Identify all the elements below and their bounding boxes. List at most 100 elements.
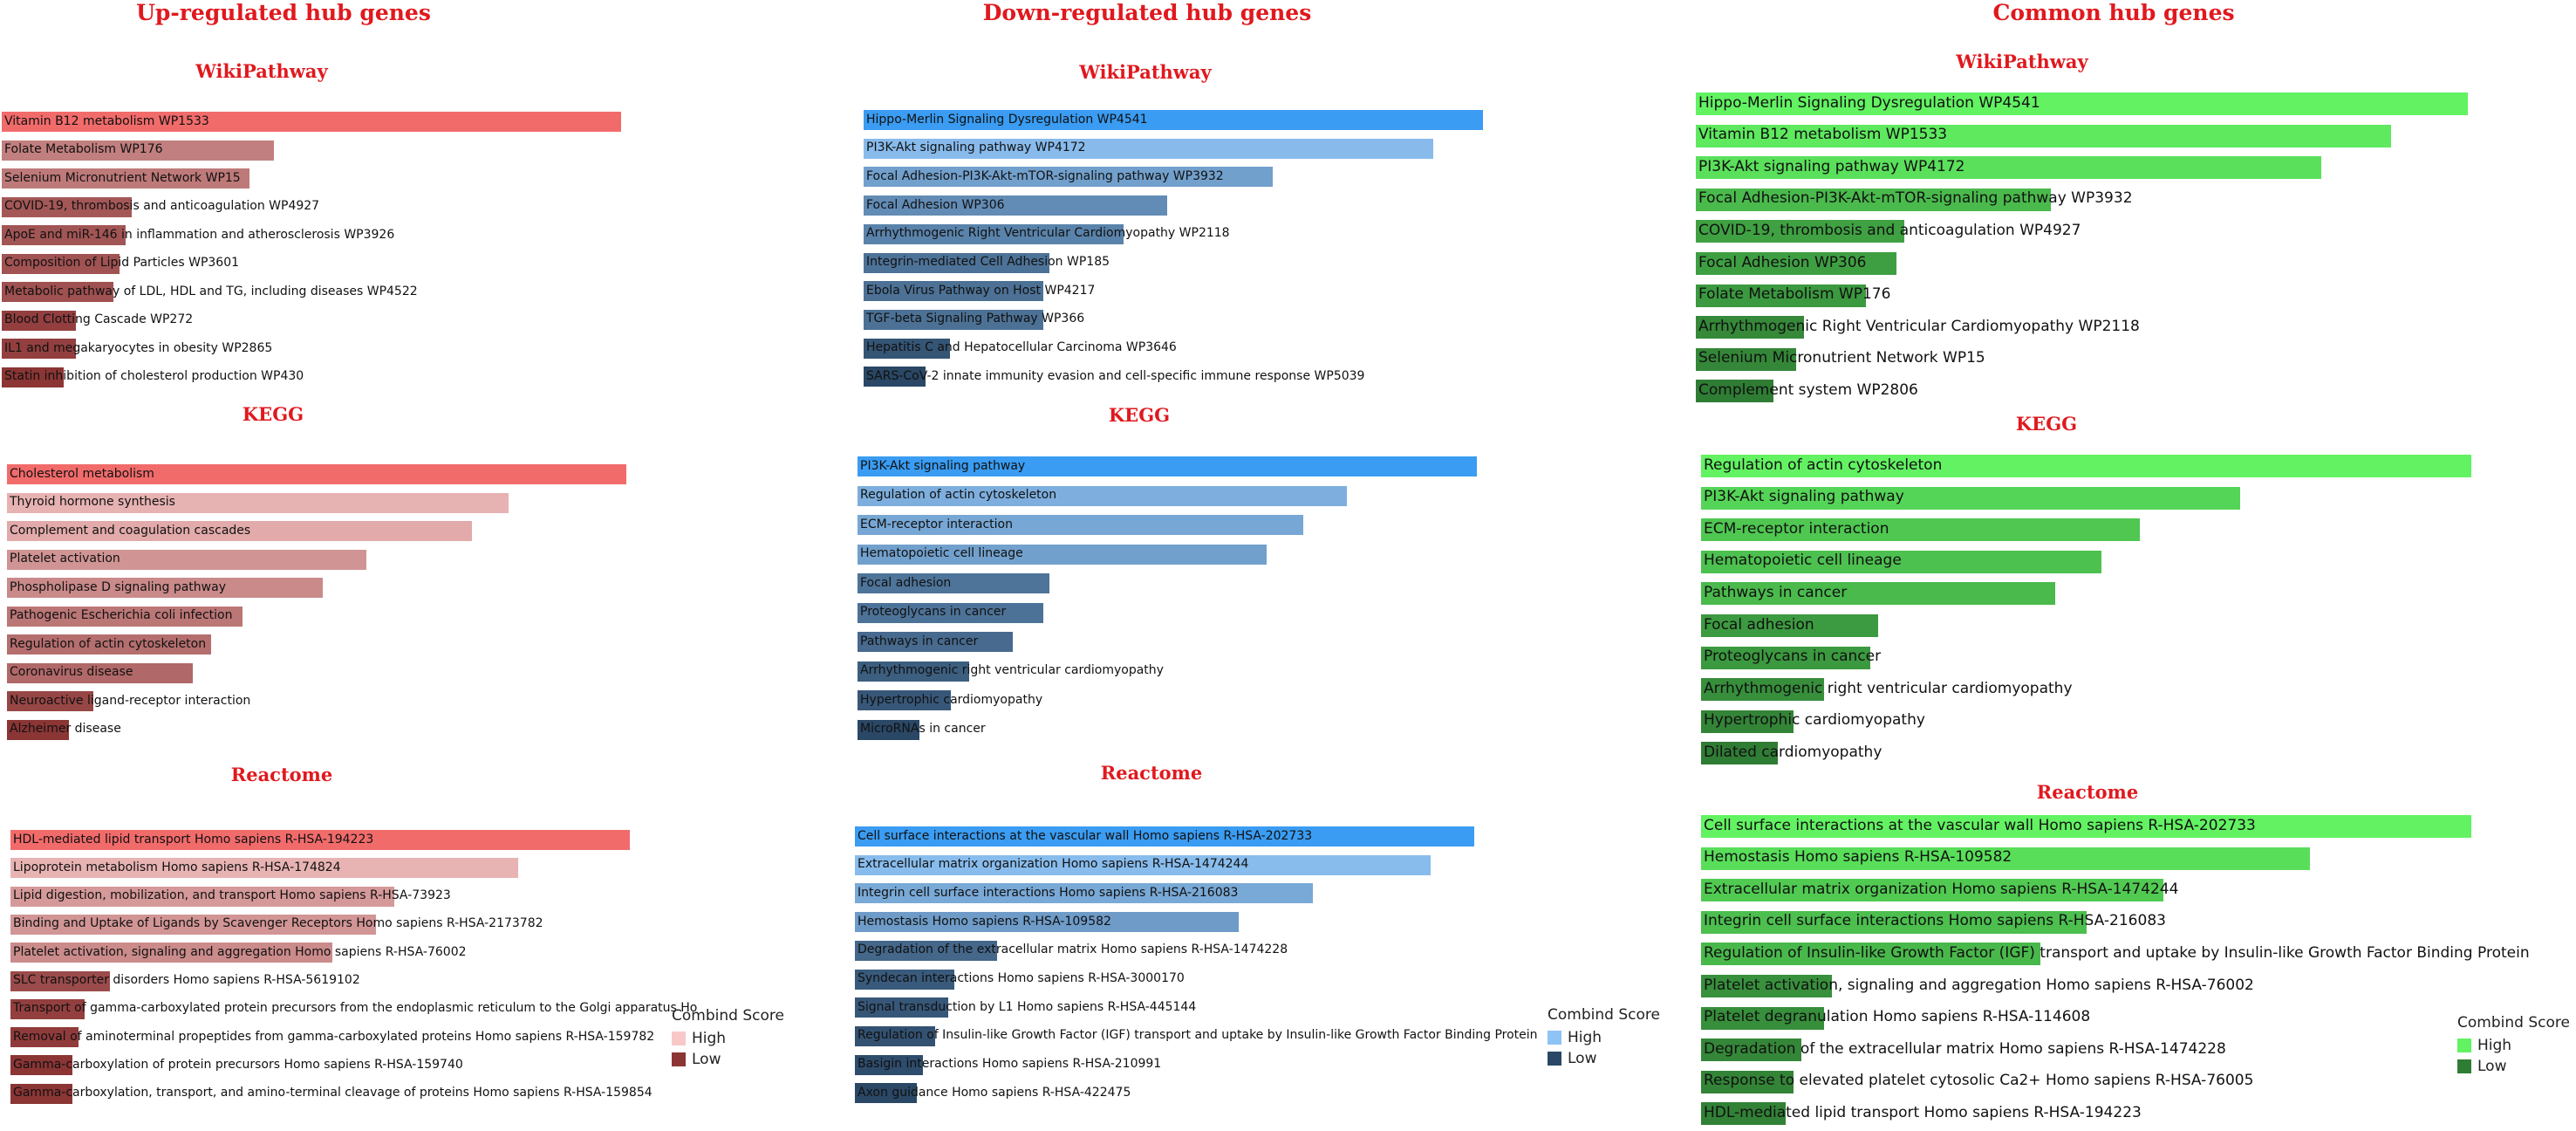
bar [864,252,1049,273]
up-regulated-reactome-title: Reactome [230,764,333,785]
bar-label: Composition of Lipid Particles WP3601 [4,256,240,270]
bar [855,1083,917,1104]
bar-label: Transport of gamma-carboxylated protein … [13,1001,698,1016]
bar [858,544,1267,565]
legend-swatch-high [1548,1031,1561,1045]
bar [1701,879,2163,902]
legend-item-high: High [672,1028,784,1049]
legend-label-low: Low [2477,1058,2507,1075]
bar-label: Platelet activation, signaling and aggre… [1704,976,2254,994]
bar-label: Basigin interactions Homo sapiens R-HSA-… [858,1057,1162,1072]
bar [864,281,1043,302]
legend-item-low: Low [2457,1056,2570,1077]
bar-label: Selenium Micronutrient Network WP15 [1698,349,1985,367]
bar-label: Signal transduction by L1 Homo sapiens R… [858,999,1197,1014]
bar-label: Dilated cardiomyopathy [1704,743,1882,761]
bar [7,521,472,541]
up-regulated-legend: Combind Score High Low [672,1007,784,1070]
bar-label: Integrin-mediated Cell Adhesion WP185 [866,255,1110,269]
bar [858,485,1347,506]
down-regulated-legend: Combind Score High Low [1548,1006,1660,1069]
bar-label: Focal Adhesion WP306 [1698,253,1867,271]
common-panel-title: Common hub genes [1992,0,2235,25]
bar [10,914,376,935]
bar-label: Hypertrophic cardiomyopathy [860,692,1043,707]
bar-label: Pathways in cancer [860,634,979,648]
bar-label: Cell surface interactions at the vascula… [858,828,1313,843]
bar-label: Pathways in cancer [1704,583,1848,601]
bar [858,690,951,710]
common-legend: Combind Score High Low [2457,1014,2570,1077]
bar-label: Cell surface interactions at the vascula… [1704,816,2256,834]
bar [1696,284,1866,307]
bar-label: Arrhythmogenic right ventricular cardiom… [860,663,1164,677]
bar [855,883,1313,904]
legend-swatch-low [672,1052,686,1066]
bar-label: Ebola Virus Pathway on Host WP4217 [866,283,1096,298]
bar-label: Hematopoietic cell lineage [1704,552,1902,570]
bar [858,456,1477,476]
bar [10,830,630,850]
bar [864,338,950,359]
bar [10,1083,72,1104]
bar [858,602,1043,623]
bar [10,858,518,879]
common-kegg-title: KEGG [2015,413,2078,435]
common-wikipathway-title: WikiPathway [1956,51,2088,72]
bar-label: Gamma-carboxylation, transport, and amin… [13,1086,653,1100]
bar-label: Hepatitis C and Hepatocellular Carcinoma… [866,340,1177,355]
bar [855,1025,935,1046]
legend-title: Combind Score [1548,1006,1660,1024]
bar [1701,1006,1824,1030]
bar [7,691,93,711]
bar-label: Hypertrophic cardiomyopathy [1704,711,1925,730]
bar-label: ECM-receptor interaction [860,517,1013,531]
legend-title: Combind Score [2457,1014,2570,1032]
bar-label: Platelet activation [10,552,120,566]
bar [7,549,366,570]
bar [10,942,332,963]
bar [1696,124,2391,147]
bar [1701,910,2087,934]
bar [7,662,193,683]
bar [7,578,323,598]
bar [1701,614,1878,637]
bar-label: Statin inhibition of cholesterol product… [4,369,304,383]
down-regulated-panel-title: Down-regulated hub genes [982,0,1312,25]
bar-label: Complement and coagulation cascades [10,523,251,538]
bar-label: Platelet degranulation Homo sapiens R-HS… [1704,1008,2091,1026]
bar [858,573,1049,593]
bar [7,606,243,627]
bar [1701,847,2310,870]
bar-label: SLC transporter disorders Homo sapiens R… [13,973,360,987]
bar-label: Alzheimer disease [10,722,121,736]
bar [864,195,1167,216]
down-regulated-wikipathway-title: WikiPathway [1079,61,1212,83]
bar [2,367,64,387]
bar-label: Extracellular matrix organization Homo s… [858,857,1249,872]
legend-swatch-high [2457,1038,2471,1052]
legend-item-high: High [1548,1027,1660,1048]
bar-label: Focal Adhesion WP306 [866,197,1005,212]
legend-label-high: High [692,1030,727,1047]
bar-label: Hippo-Merlin Signaling Dysregulation WP4… [866,112,1148,127]
bar-label: Coronavirus disease [10,665,133,679]
bar-label: Axon guidance Homo sapiens R-HSA-422475 [858,1085,1131,1100]
bar [10,1055,72,1076]
bar-label: Regulation of Insulin-like Growth Factor… [858,1028,1538,1043]
bar-label: Metabolic pathway of LDL, HDL and TG, in… [4,284,418,298]
bar-label: Thyroid hormone synthesis [10,495,175,509]
bar-label: Focal adhesion [860,575,952,590]
bar-label: Degradation of the extracellular matrix … [1704,1039,2226,1058]
bar [2,225,126,245]
bar [1701,678,1824,702]
bar-label: Degradation of the extracellular matrix … [858,942,1288,957]
bar-label: COVID-19, thrombosis and anticoagulation… [1698,221,2081,239]
bar [864,223,1124,244]
bar-label: Proteoglycans in cancer [1704,648,1882,666]
bar [855,969,954,990]
bar-label: Blood Clotting Cascade WP272 [4,312,194,326]
bar-label: Arrhythmogenic Right Ventricular Cardiom… [866,226,1230,241]
bar-label: Arrhythmogenic Right Ventricular Cardiom… [1698,317,2140,335]
legend-label-high: High [2477,1037,2512,1054]
